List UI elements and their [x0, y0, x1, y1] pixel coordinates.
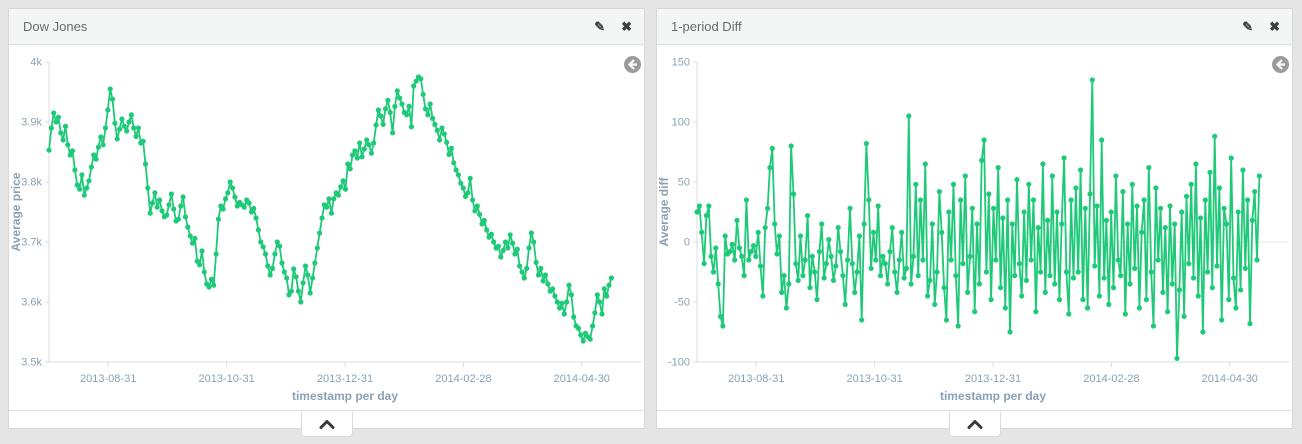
edit-pencil-icon[interactable]: ✎	[1242, 19, 1254, 34]
close-icon[interactable]: ✖	[621, 19, 632, 34]
svg-text:3.5k: 3.5k	[21, 357, 42, 369]
svg-text:-100: -100	[668, 357, 690, 369]
panel-header[interactable]: 1-period Diff ✎ ✖	[657, 9, 1292, 45]
svg-text:timestamp per day: timestamp per day	[940, 389, 1046, 403]
svg-text:2013-08-31: 2013-08-31	[728, 373, 784, 385]
panel-1-period-diff: 1-period Diff ✎ ✖ 150 100 50 0 -50 -100 2013-0…	[656, 8, 1293, 437]
svg-text:150: 150	[672, 57, 690, 69]
history-back-icon[interactable]	[624, 56, 641, 73]
panel-title: Dow Jones	[23, 19, 88, 34]
dow-jones-chart[interactable]: 4k 3.9k 3.8k 3.7k 3.6k 3.5k 2013-08-31 2013-10-…	[9, 49, 646, 409]
svg-text:0: 0	[684, 237, 690, 249]
svg-text:2014-02-28: 2014-02-28	[1083, 373, 1139, 385]
back-arrow-glyph	[1275, 59, 1285, 70]
chevron-up-icon	[967, 419, 982, 429]
svg-text:2013-10-31: 2013-10-31	[846, 373, 902, 385]
panel-header[interactable]: Dow Jones ✎ ✖	[9, 9, 644, 45]
history-back-icon[interactable]	[1272, 56, 1289, 73]
svg-text:2013-12-31: 2013-12-31	[317, 373, 373, 385]
panel-dow-jones: Dow Jones ✎ ✖ 4k 3.9k 3.8k 3.7k 3.6k 3.5k 2013…	[8, 8, 645, 437]
svg-text:50: 50	[678, 177, 690, 189]
diff-chart[interactable]: 150 100 50 0 -50 -100 2013-08-31 2013-10-31 2013…	[657, 49, 1294, 409]
svg-text:3.6k: 3.6k	[21, 297, 42, 309]
svg-text:Average diff: Average diff	[657, 177, 671, 247]
svg-text:2013-08-31: 2013-08-31	[80, 373, 136, 385]
edit-pencil-icon[interactable]: ✎	[594, 19, 606, 34]
svg-text:-50: -50	[674, 297, 690, 309]
svg-text:2013-10-31: 2013-10-31	[198, 373, 254, 385]
svg-text:2014-04-30: 2014-04-30	[554, 373, 610, 385]
chevron-up-icon	[319, 419, 334, 429]
collapse-panel-button[interactable]	[948, 411, 1001, 437]
close-icon[interactable]: ✖	[1269, 19, 1280, 34]
svg-text:100: 100	[672, 117, 690, 129]
panel-body: 150 100 50 0 -50 -100 2013-08-31 2013-10-31 2013…	[657, 49, 1292, 416]
svg-text:2014-02-28: 2014-02-28	[435, 373, 491, 385]
panel-title: 1-period Diff	[671, 19, 742, 34]
collapse-panel-button[interactable]	[300, 411, 353, 437]
svg-text:2014-04-30: 2014-04-30	[1202, 373, 1258, 385]
svg-text:3.7k: 3.7k	[21, 237, 42, 249]
svg-text:2013-12-31: 2013-12-31	[965, 373, 1021, 385]
panel-body: 4k 3.9k 3.8k 3.7k 3.6k 3.5k 2013-08-31 2013-10-…	[9, 49, 644, 416]
back-arrow-glyph	[627, 59, 637, 70]
svg-text:3.9k: 3.9k	[21, 117, 42, 129]
svg-text:timestamp per day: timestamp per day	[292, 389, 398, 403]
svg-text:4k: 4k	[30, 57, 42, 69]
svg-text:3.8k: 3.8k	[21, 177, 42, 189]
svg-text:Average price: Average price	[9, 172, 23, 251]
